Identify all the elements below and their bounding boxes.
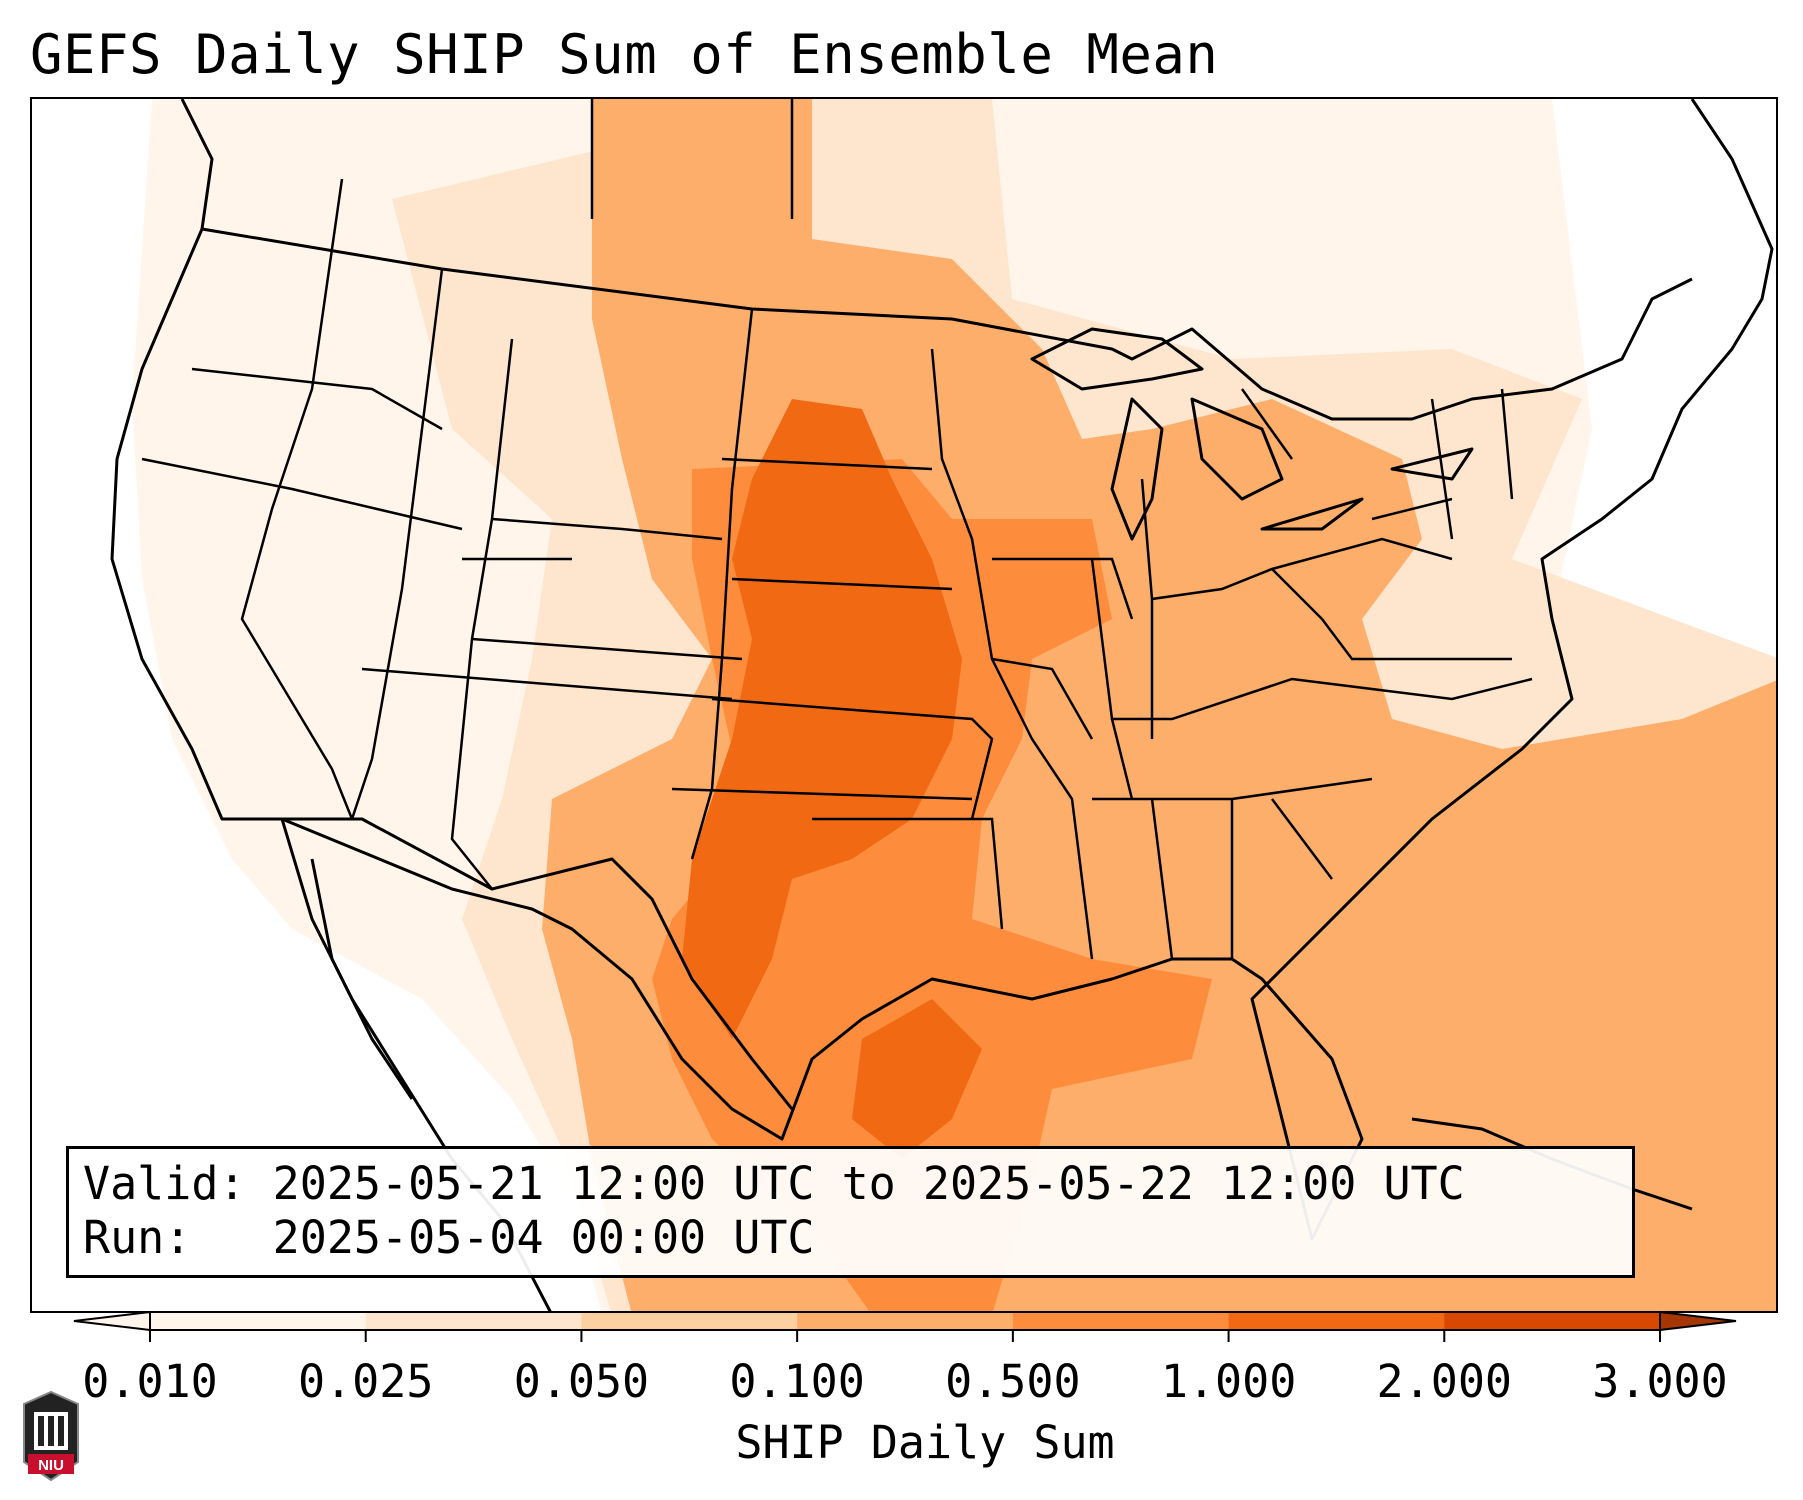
- us-canada-border: [201, 227, 1693, 421]
- niu-logo: NIU: [23, 1390, 79, 1482]
- colorbar-extend-low: [73, 1310, 151, 1332]
- us-outline: [110, 99, 1774, 1241]
- colorbar-tick-label: 0.100: [729, 1355, 865, 1408]
- map-panel: [30, 97, 1778, 1313]
- colorbar-segment: [365, 1312, 582, 1330]
- colorbar-tick-label: 1.000: [1160, 1355, 1297, 1408]
- colorbar-segment: [150, 1312, 367, 1330]
- valid-value: 2025-05-21 12:00 UTC to 2025-05-22 12:00…: [272, 1157, 1465, 1210]
- colorbar: [73, 1310, 1737, 1342]
- state-boundaries: [141, 99, 1533, 960]
- colorbar-segment: [797, 1312, 1014, 1330]
- baja-peninsula: [310, 858, 414, 1100]
- colorbar-segment: [1012, 1312, 1230, 1330]
- lake-erie: [1260, 497, 1364, 531]
- map-canvas: [110, 99, 1776, 1311]
- us-mexico-border: [282, 817, 794, 1110]
- run-label: Run:: [83, 1211, 192, 1264]
- colorbar-segment: [1444, 1312, 1661, 1330]
- field-darkest-coast: [852, 999, 982, 1159]
- colorbar-segment: [581, 1312, 798, 1330]
- colorbar-label: SHIP Daily Sum: [735, 1416, 1115, 1469]
- lake-superior: [1030, 327, 1204, 391]
- colorbar-tick-label: 0.500: [945, 1355, 1081, 1408]
- ship-field-shading: [132, 99, 1776, 1311]
- lake-ontario: [1390, 447, 1474, 481]
- valid-label: Valid:: [83, 1157, 246, 1210]
- lake-michigan: [1110, 397, 1164, 541]
- run-value: 2025-05-04 00:00 UTC: [272, 1211, 815, 1264]
- map-title: GEFS Daily SHIP Sum of Ensemble Mean: [30, 23, 1219, 86]
- colorbar-extend-high: [1659, 1310, 1737, 1332]
- colorbar-tick-label: 2.000: [1376, 1355, 1513, 1408]
- info-box: Valid: 2025-05-21 12:00 UTC to 2025-05-2…: [66, 1146, 1635, 1278]
- colorbar-tick-label: 0.025: [297, 1355, 434, 1408]
- lake-huron: [1190, 397, 1284, 501]
- colorbar-tick-label: 0.050: [513, 1355, 650, 1408]
- colorbar-tick-label: 0.010: [82, 1355, 218, 1408]
- logo-text: NIU: [38, 1457, 64, 1474]
- colorbar-segment: [1228, 1312, 1445, 1330]
- colorbar-ticks: [149, 1330, 1661, 1342]
- colorbar-outline: [149, 1311, 1661, 1331]
- colorbar-tick-label: 3.000: [1592, 1355, 1728, 1408]
- field-darkest: [682, 399, 962, 1039]
- colorbar-segments: [73, 1310, 1737, 1332]
